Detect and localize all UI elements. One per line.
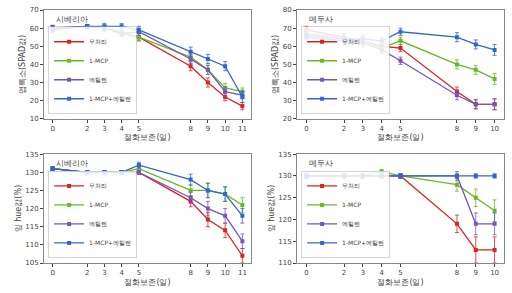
svg-text:60: 60 <box>283 43 292 51</box>
svg-text:30: 30 <box>283 97 292 105</box>
svg-text:8: 8 <box>455 269 459 277</box>
svg-text:11: 11 <box>238 269 247 277</box>
svg-text:70: 70 <box>30 6 39 14</box>
svg-text:135: 135 <box>278 151 291 159</box>
svg-text:2: 2 <box>342 125 346 133</box>
svg-text:8: 8 <box>188 269 192 277</box>
svg-text:1-MCP: 1-MCP <box>89 57 108 64</box>
svg-text:잎 hue값(%): 잎 hue값(%) <box>267 185 276 232</box>
svg-text:1-MCP+에틸렌: 1-MCP+에틸렌 <box>342 239 384 246</box>
svg-text:무처리: 무처리 <box>342 182 360 189</box>
svg-text:1-MCP: 1-MCP <box>342 201 361 208</box>
svg-text:9: 9 <box>206 125 210 133</box>
svg-text:10: 10 <box>221 269 230 277</box>
svg-text:무처리: 무처리 <box>89 38 107 45</box>
svg-text:에틸렌: 에틸렌 <box>89 220 107 227</box>
svg-text:5: 5 <box>137 269 141 277</box>
svg-text:메두사: 메두사 <box>309 159 333 168</box>
svg-text:115: 115 <box>278 238 291 246</box>
svg-text:4: 4 <box>379 125 384 133</box>
svg-text:잎 hue값(%): 잎 hue값(%) <box>14 185 23 232</box>
svg-text:10: 10 <box>490 269 499 277</box>
svg-text:무처리: 무처리 <box>342 38 360 45</box>
svg-text:130: 130 <box>25 169 38 177</box>
svg-text:절화보존(일): 절화보존(일) <box>124 278 170 287</box>
svg-text:30: 30 <box>30 79 39 87</box>
svg-text:시베리아: 시베리아 <box>56 159 88 168</box>
svg-text:절화보존(일): 절화보존(일) <box>377 133 423 142</box>
svg-text:2: 2 <box>85 125 89 133</box>
svg-text:8: 8 <box>188 125 192 133</box>
svg-text:엽록소(SPAD값): 엽록소(SPAD값) <box>271 35 280 94</box>
svg-text:0: 0 <box>304 269 308 277</box>
svg-text:5: 5 <box>398 269 402 277</box>
svg-text:1-MCP+에틸렌: 1-MCP+에틸렌 <box>89 95 131 102</box>
svg-text:1-MCP+에틸렌: 1-MCP+에틸렌 <box>342 95 384 102</box>
svg-text:5: 5 <box>137 125 141 133</box>
svg-text:0: 0 <box>304 125 308 133</box>
svg-text:2: 2 <box>85 269 89 277</box>
svg-text:70: 70 <box>283 25 292 33</box>
svg-text:80: 80 <box>283 6 292 14</box>
svg-text:에틸렌: 에틸렌 <box>342 76 360 83</box>
svg-text:120: 120 <box>25 205 38 213</box>
svg-text:125: 125 <box>25 187 38 195</box>
svg-text:125: 125 <box>278 194 291 202</box>
svg-text:40: 40 <box>30 61 39 69</box>
svg-text:에틸렌: 에틸렌 <box>342 220 360 227</box>
svg-text:110: 110 <box>25 241 38 249</box>
svg-text:에틸렌: 에틸렌 <box>89 76 107 83</box>
svg-text:2: 2 <box>342 269 346 277</box>
svg-text:10: 10 <box>30 115 39 123</box>
svg-text:4: 4 <box>119 269 124 277</box>
svg-text:120: 120 <box>278 216 291 224</box>
svg-text:50: 50 <box>30 43 39 51</box>
svg-text:3: 3 <box>102 269 106 277</box>
svg-text:엽록소(SPAD값): 엽록소(SPAD값) <box>18 35 27 94</box>
svg-text:115: 115 <box>25 223 38 231</box>
svg-text:메두사: 메두사 <box>309 15 333 24</box>
svg-text:20: 20 <box>283 115 292 123</box>
svg-text:4: 4 <box>379 269 384 277</box>
svg-text:1-MCP: 1-MCP <box>89 201 108 208</box>
svg-text:9: 9 <box>206 269 210 277</box>
svg-text:절화보존(일): 절화보존(일) <box>124 133 170 142</box>
svg-text:60: 60 <box>30 25 39 33</box>
svg-text:10: 10 <box>221 125 230 133</box>
svg-text:110: 110 <box>278 259 291 267</box>
svg-text:105: 105 <box>25 259 38 267</box>
svg-text:3: 3 <box>361 269 365 277</box>
svg-text:무처리: 무처리 <box>89 182 107 189</box>
svg-text:0: 0 <box>50 125 54 133</box>
svg-text:1-MCP: 1-MCP <box>342 57 361 64</box>
svg-text:20: 20 <box>30 97 39 105</box>
svg-text:135: 135 <box>25 151 38 159</box>
svg-text:50: 50 <box>283 61 292 69</box>
svg-text:1-MCP+에틸렌: 1-MCP+에틸렌 <box>89 239 131 246</box>
svg-text:8: 8 <box>455 125 459 133</box>
svg-text:9: 9 <box>474 125 478 133</box>
svg-text:시베리아: 시베리아 <box>56 15 88 24</box>
svg-text:130: 130 <box>278 172 291 180</box>
svg-text:9: 9 <box>474 269 478 277</box>
svg-text:40: 40 <box>283 79 292 87</box>
svg-text:3: 3 <box>102 125 106 133</box>
svg-text:3: 3 <box>361 125 365 133</box>
svg-text:11: 11 <box>238 125 247 133</box>
svg-text:절화보존(일): 절화보존(일) <box>377 278 423 287</box>
svg-text:5: 5 <box>398 125 402 133</box>
svg-text:4: 4 <box>119 125 124 133</box>
svg-text:0: 0 <box>50 269 54 277</box>
svg-text:10: 10 <box>490 125 499 133</box>
